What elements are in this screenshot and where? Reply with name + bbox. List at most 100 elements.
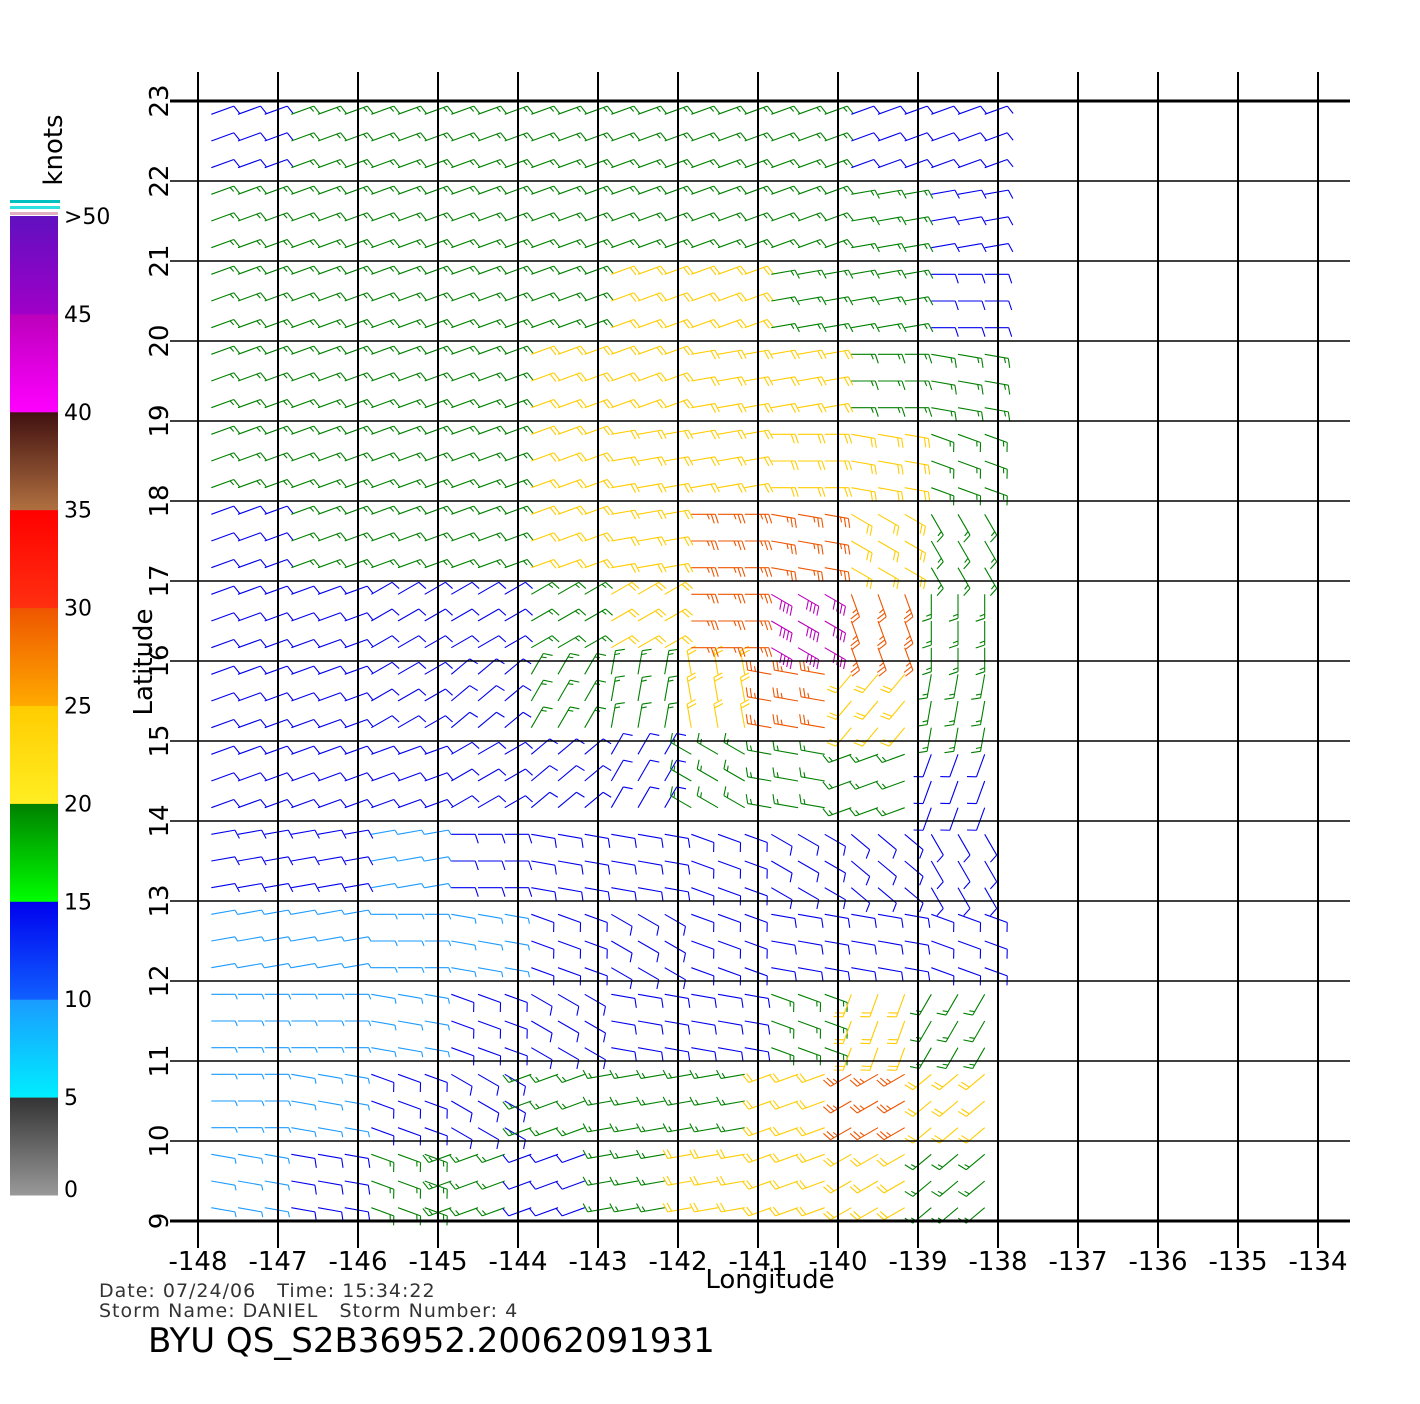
colorbar-band	[10, 901, 58, 1000]
wind-barb	[424, 158, 454, 169]
wind-barb	[851, 433, 877, 448]
wind-barb	[397, 1073, 422, 1093]
wind-barb	[344, 1127, 370, 1138]
wind-barb	[696, 732, 719, 755]
wind-barb	[771, 212, 801, 222]
wind-barb	[531, 372, 561, 382]
wind-barb	[371, 882, 399, 889]
wind-barb	[317, 692, 347, 702]
wind-barb	[904, 1153, 932, 1171]
wind-barb	[397, 185, 427, 195]
wind-barb	[713, 645, 724, 675]
y-tick-label: 20	[145, 324, 175, 357]
wind-barb	[424, 856, 452, 862]
wind-barb	[611, 635, 640, 649]
wind-barb	[424, 212, 454, 222]
wind-barb	[797, 513, 824, 528]
wind-barb	[744, 647, 773, 657]
wind-barb	[797, 322, 827, 333]
wind-barb	[664, 265, 694, 276]
wind-barb	[931, 1180, 959, 1197]
wind-barb	[904, 860, 924, 886]
wind-barb	[637, 562, 667, 573]
wind-barb	[903, 594, 914, 624]
wind-barb	[529, 1180, 559, 1190]
wind-barb	[958, 273, 986, 284]
wind-barb	[291, 1207, 317, 1222]
wind-barb	[371, 185, 401, 195]
wind-barb	[424, 318, 454, 329]
wind-barb	[984, 514, 998, 543]
wind-barb	[771, 593, 793, 616]
wind-barb	[664, 860, 691, 875]
wind-barb	[611, 429, 640, 440]
wind-barb	[877, 460, 904, 475]
wind-barb	[984, 460, 1008, 479]
wind-barb	[237, 909, 265, 915]
wind-barb	[424, 715, 453, 729]
wind-barb	[237, 158, 267, 169]
wind-barb	[291, 665, 321, 675]
wind-barb	[264, 478, 294, 489]
colorbar-tick-label: 30	[64, 597, 92, 622]
wind-barb	[823, 1207, 852, 1221]
wind-barb	[264, 1127, 292, 1133]
wind-barb	[371, 1047, 397, 1058]
wind-barb	[637, 292, 667, 302]
wind-barb	[904, 132, 934, 142]
wind-barb	[211, 1180, 237, 1191]
wind-barb	[984, 353, 1011, 368]
wind-barb	[769, 1100, 799, 1110]
wind-barb	[611, 482, 640, 493]
wind-barb	[504, 833, 533, 844]
wind-barb	[797, 296, 827, 306]
wind-barb	[264, 1153, 290, 1164]
wind-barb	[397, 1180, 422, 1199]
wind-barb	[984, 540, 998, 570]
wind-barb	[237, 962, 265, 969]
wind-barb	[371, 345, 401, 355]
wind-barb	[504, 993, 528, 1013]
wind-barb	[317, 882, 347, 893]
wind-barb	[449, 1153, 479, 1164]
wind-barb	[826, 727, 852, 747]
wind-barb	[637, 398, 667, 409]
wind-barb	[557, 765, 585, 782]
wind-barb	[502, 1180, 532, 1190]
barb-layer	[211, 105, 1014, 1226]
wind-barb	[876, 1100, 905, 1114]
wind-barb	[664, 993, 691, 1008]
wind-barb	[582, 1149, 612, 1160]
wind-barb	[771, 567, 797, 582]
wind-barb	[211, 962, 239, 969]
wind-barb	[717, 913, 742, 933]
wind-barb	[823, 1127, 852, 1141]
wind-barb	[717, 158, 747, 169]
wind-barb	[851, 407, 879, 417]
wind-barb	[422, 1153, 452, 1164]
wind-barb	[798, 433, 826, 444]
wind-barb	[824, 238, 854, 249]
wind-barb	[931, 132, 961, 142]
wind-barb	[424, 581, 453, 595]
wind-barb	[344, 745, 374, 755]
wind-barb	[744, 318, 774, 329]
wind-barb	[931, 940, 955, 959]
wind-barb	[851, 105, 881, 115]
wind-barb	[530, 706, 553, 728]
wind-barb	[611, 372, 641, 382]
wind-barb	[931, 216, 960, 226]
wind-barb	[795, 1206, 825, 1217]
wind-barb	[936, 994, 959, 1016]
wind-barb	[371, 798, 401, 809]
wind-barb	[451, 860, 479, 871]
wind-barb	[824, 185, 854, 195]
wind-barb	[584, 765, 612, 782]
wind-barb	[371, 715, 400, 729]
wind-barb	[904, 380, 933, 391]
wind-barb	[984, 189, 1014, 199]
wind-barb	[291, 238, 321, 249]
wind-barb	[744, 1020, 771, 1035]
wind-barb	[477, 795, 507, 809]
wind-barb	[529, 1127, 559, 1137]
